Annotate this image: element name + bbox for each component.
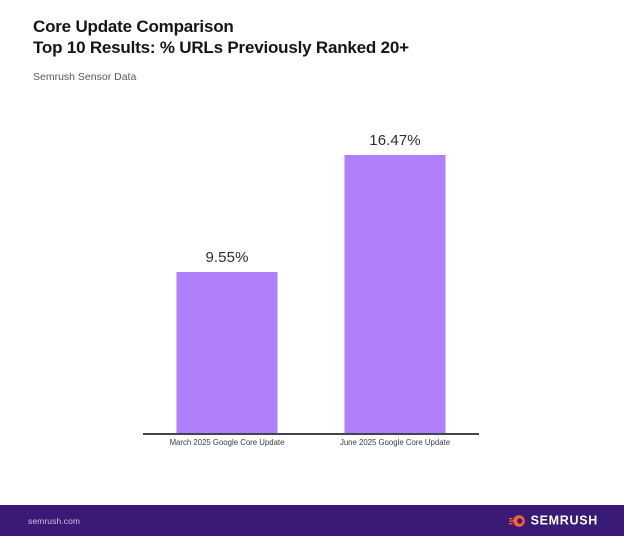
semrush-comet-icon (508, 514, 525, 527)
bar-chart: 9.55% 16.47% March 2025 Google Core Upda… (0, 95, 624, 455)
bar-group: 16.47% (311, 95, 479, 433)
bar-rect[interactable] (344, 154, 446, 433)
footer-bar: semrush.com SEMRUSH (0, 505, 624, 536)
chart-subtitle: Semrush Sensor Data (33, 71, 137, 83)
bar-group: 9.55% (143, 95, 311, 433)
x-axis-line (143, 433, 479, 435)
x-axis-tick-labels: March 2025 Google Core Update June 2025 … (143, 437, 479, 448)
bar-column[interactable]: 16.47% (344, 95, 446, 433)
page-title-line-1: Core Update Comparison (33, 17, 234, 36)
bar-rect[interactable] (176, 271, 278, 433)
bar-value-label: 9.55% (205, 248, 249, 266)
bar-column[interactable]: 9.55% (176, 95, 278, 433)
brand-logo: SEMRUSH (508, 513, 598, 527)
page-title-line-2: Top 10 Results: % URLs Previously Ranked… (33, 38, 409, 57)
footer-website-url[interactable]: semrush.com (28, 515, 81, 526)
brand-name-label: SEMRUSH (530, 513, 598, 527)
x-axis-tick-label: June 2025 Google Core Update (339, 438, 451, 447)
bar-value-label: 16.47% (369, 131, 421, 149)
x-axis-tick-label: March 2025 Google Core Update (169, 438, 285, 447)
plot-area: 9.55% 16.47% (143, 95, 479, 433)
chart-header: Core Update Comparison Top 10 Results: %… (33, 16, 593, 84)
